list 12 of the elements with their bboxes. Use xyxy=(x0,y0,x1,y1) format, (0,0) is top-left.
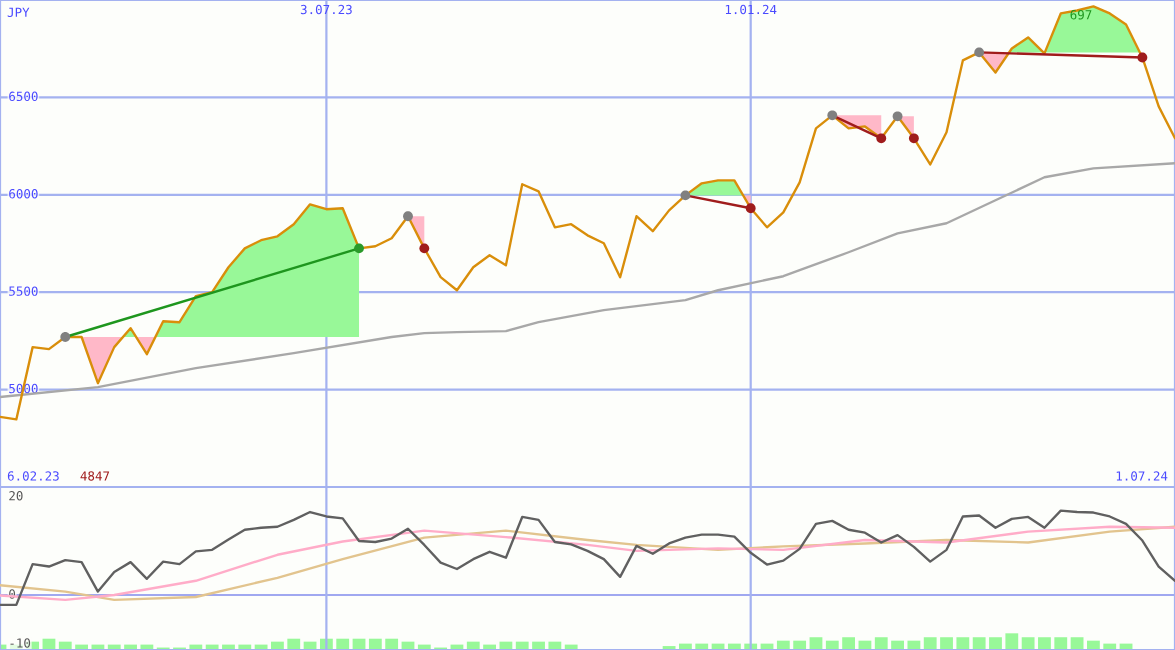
annotation: 697 xyxy=(1070,10,1092,20)
y-tick-label: -10 xyxy=(10,638,31,648)
y-tick-label: 20 xyxy=(9,491,23,501)
annotation: 1.07.24 xyxy=(1116,471,1168,481)
y-tick-label: 6500 xyxy=(9,91,38,102)
annotation: 4847 xyxy=(80,471,110,481)
y-tick-label: 6000 xyxy=(9,189,38,199)
y-tick-label: 5500 xyxy=(9,286,38,296)
x-tick-label: 3.07.23 xyxy=(300,4,352,15)
x-tick-label: 1.01.24 xyxy=(725,4,777,15)
y-axis-title: JPY xyxy=(7,7,30,18)
annotation: 6.02.23 xyxy=(7,471,59,481)
